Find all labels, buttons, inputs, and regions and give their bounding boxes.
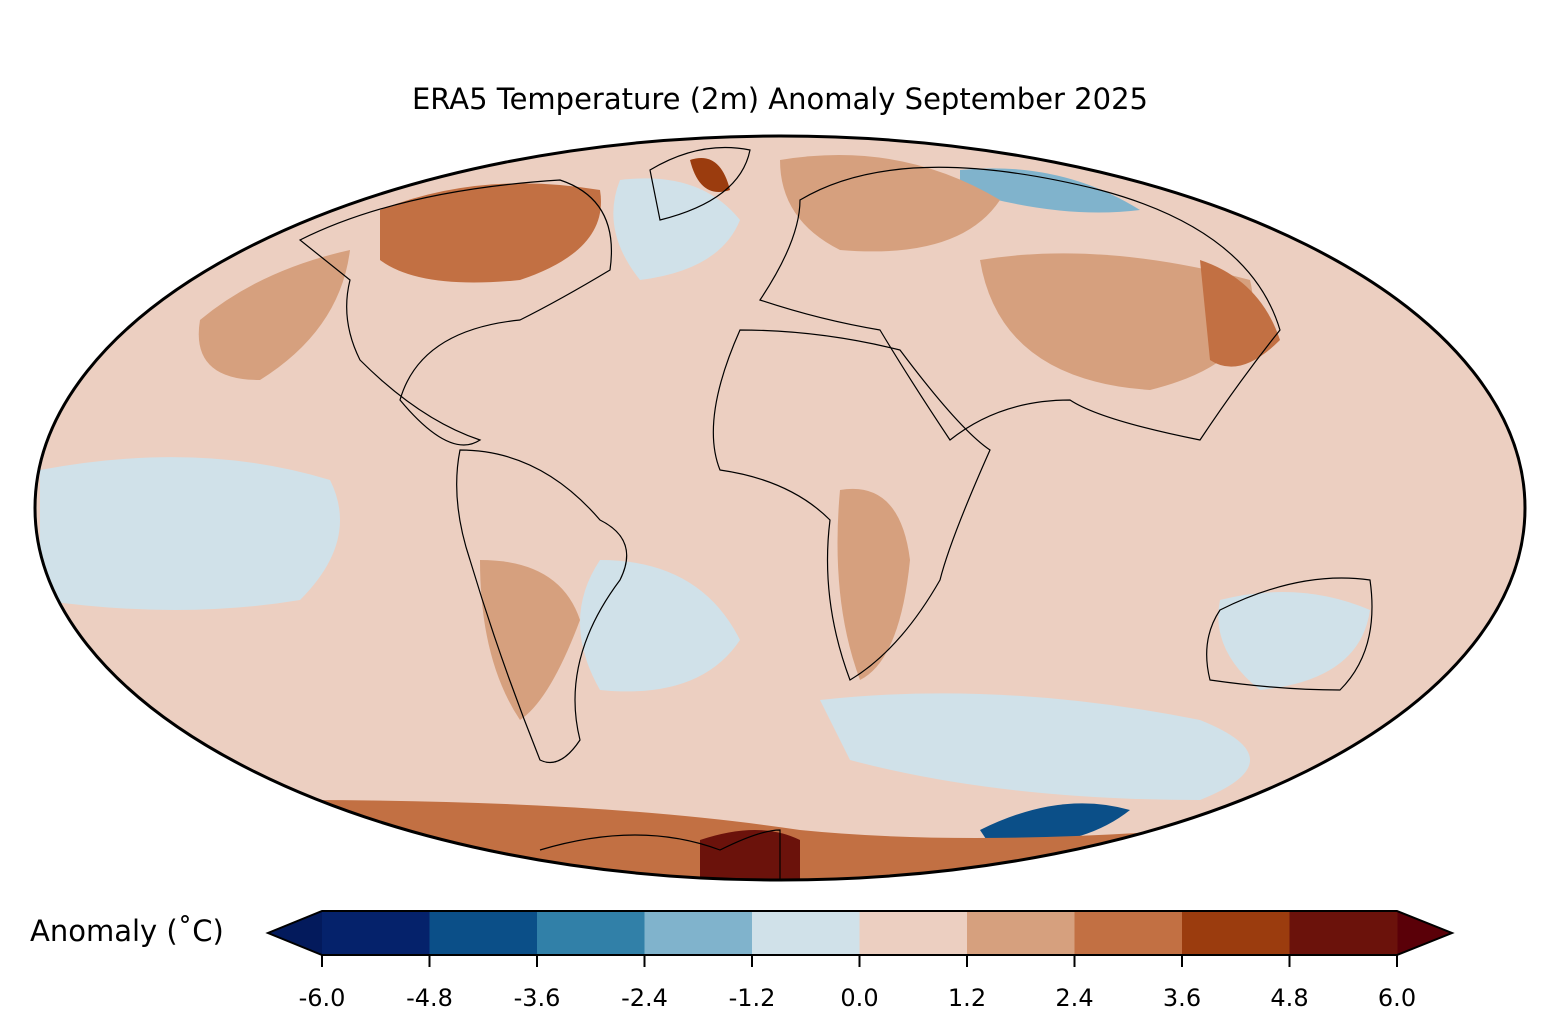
colorbar-extend-high: [1397, 911, 1452, 955]
colorbar-tick-label: -6.0: [298, 984, 346, 1012]
colorbar-label: Anomaly (˚C): [30, 914, 224, 948]
colorbar-tick-label: 2.4: [1055, 984, 1094, 1012]
colorbar-segment: [1074, 911, 1183, 955]
coastline-greenland: [649, 146, 751, 221]
coastline-eurasia: [759, 166, 1281, 441]
warm-region-asia: [980, 253, 1253, 390]
colorbar-tick-label: 4.8: [1270, 984, 1309, 1012]
colorbar-segment: [752, 911, 860, 955]
map-title: ERA5 Temperature (2m) Anomaly September …: [411, 82, 1148, 116]
cool-region-arctic: [960, 168, 1140, 213]
coastline-africa: [712, 329, 991, 681]
colorbar-tick-label: -4.8: [406, 984, 453, 1012]
cool-region-australia: [1218, 592, 1370, 690]
warm-region-greenland: [690, 158, 730, 192]
colorbar-segment: [644, 911, 753, 955]
cool-region-north-atlantic: [613, 178, 740, 280]
colorbar-tick-label: -2.4: [621, 984, 668, 1012]
coastline-australia: [1206, 577, 1373, 691]
warm-region-east-asia: [1200, 260, 1280, 367]
warm-region-canada: [380, 183, 601, 283]
warm-region-north-pacific: [198, 250, 350, 380]
anomaly-map: [33, 134, 1527, 882]
cool-region-pacific: [40, 457, 340, 610]
colorbar-tick-label: 0.0: [840, 984, 879, 1012]
cool-region-antarctic: [980, 803, 1130, 846]
cool-region-southern-ocean: [820, 693, 1250, 800]
colorbar-tick-label: -3.6: [513, 984, 561, 1012]
colorbar-tick-label: -1.2: [728, 984, 776, 1012]
colorbar-segment: [322, 911, 430, 955]
warm-region-siberia: [780, 155, 1000, 252]
colorbar-tick-label: 6.0: [1377, 984, 1417, 1012]
colorbar-tick-label: 1.2: [947, 984, 987, 1012]
coastline-south-america: [456, 449, 628, 764]
coastline-north-america: [298, 179, 612, 446]
colorbar-segment: [859, 911, 968, 955]
warm-region-south-america: [480, 560, 580, 720]
coastline-antarctica: [539, 829, 781, 880]
warm-region-africa: [837, 488, 910, 680]
colorbar-segment: [967, 911, 1075, 955]
colorbar-segment: [1182, 911, 1290, 955]
colorbar-segment: [429, 911, 538, 955]
colorbar-extend-low: [268, 911, 322, 955]
colorbar-segment: [537, 911, 645, 955]
globe-outline: [33, 134, 1527, 882]
colorbar-segment: [1289, 911, 1398, 955]
coastlines: [298, 146, 1373, 880]
colorbar-tick-label: 3.6: [1162, 984, 1202, 1012]
cool-region-south-atlantic: [580, 560, 740, 692]
